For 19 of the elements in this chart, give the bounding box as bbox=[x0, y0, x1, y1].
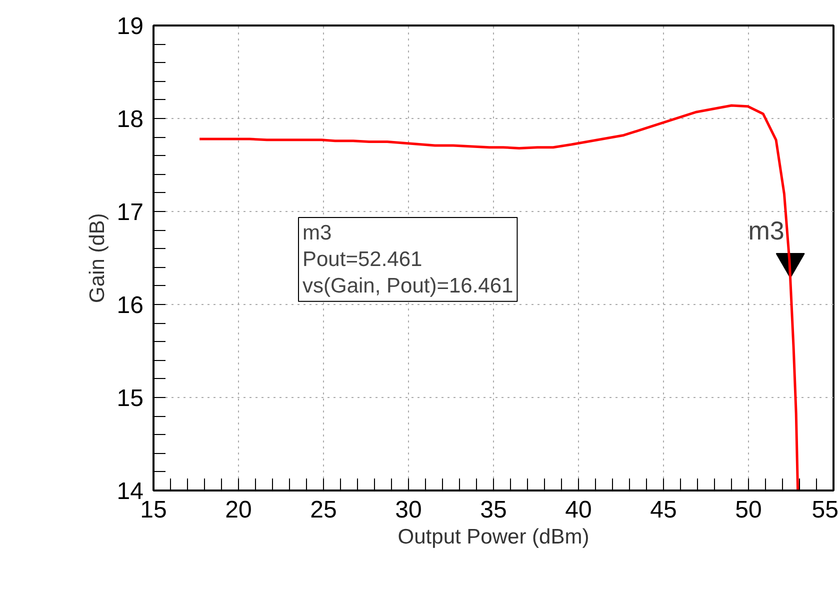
y-tick-label: 15 bbox=[116, 385, 144, 412]
x-tick-label: 55 bbox=[812, 496, 838, 524]
x-tick-label: 35 bbox=[480, 496, 507, 524]
x-tick-label: 25 bbox=[310, 496, 337, 524]
annotation: vs(Gain, Pout)=16.461 bbox=[302, 274, 514, 298]
x-tick-label: 40 bbox=[565, 496, 592, 524]
x-tick-label: 50 bbox=[735, 496, 762, 524]
y-axis-title: Gain (dB) bbox=[86, 213, 109, 303]
y-tick-label: 16 bbox=[116, 292, 144, 319]
x-tick-label: 45 bbox=[650, 496, 677, 524]
y-tick-label: 17 bbox=[116, 199, 144, 226]
y-tick-label: 18 bbox=[116, 106, 144, 133]
annotation: m3 bbox=[748, 216, 784, 246]
annotation: Pout=52.461 bbox=[302, 248, 422, 271]
x-axis-title: Output Power (dBm) bbox=[398, 526, 590, 548]
y-tick-label: 19 bbox=[116, 13, 144, 40]
x-tick-label: 30 bbox=[395, 496, 422, 524]
annotation: m3 bbox=[302, 222, 332, 244]
x-tick-label: 20 bbox=[225, 496, 252, 524]
